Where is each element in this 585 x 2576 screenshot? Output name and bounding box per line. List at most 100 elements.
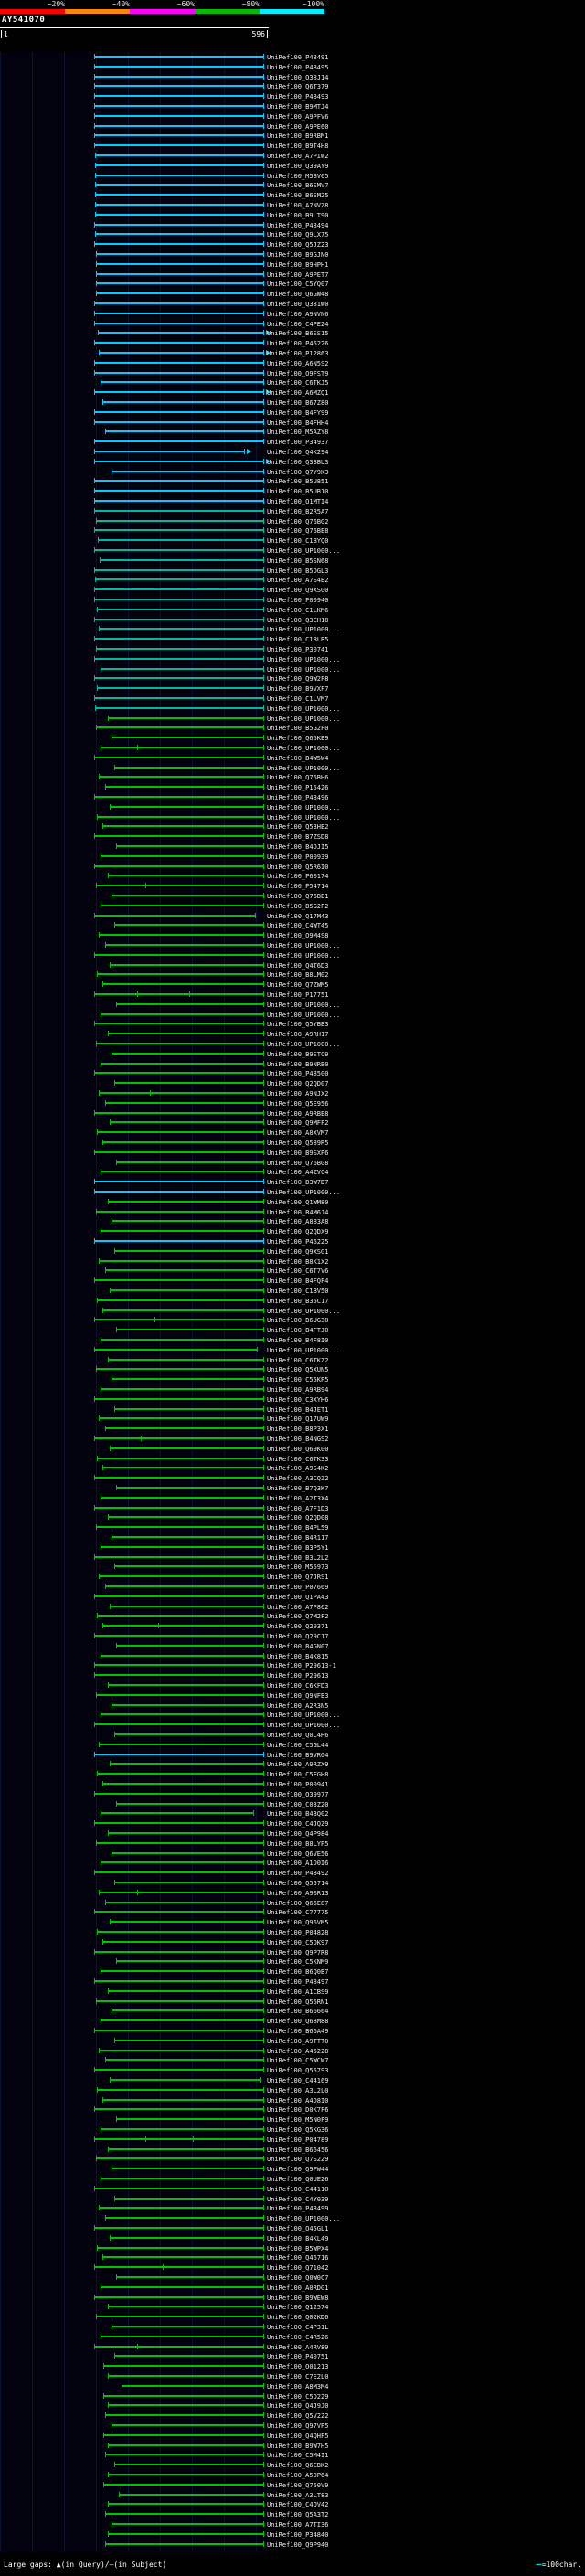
hit-bar[interactable] xyxy=(107,1514,265,1521)
hit-bar[interactable] xyxy=(99,1741,265,1747)
hit-accession-label[interactable]: UniRef100_Q9FST9 xyxy=(267,369,329,377)
hit-bar[interactable] xyxy=(115,1159,265,1165)
hit-accession-label[interactable]: UniRef100_P46226 xyxy=(267,340,329,348)
hit-accession-label[interactable]: UniRef100_P46225 xyxy=(267,1238,329,1246)
hit-accession-label[interactable]: UniRef100_A8B3A8 xyxy=(267,1218,329,1226)
hit-accession-label[interactable]: UniRef100_A6MZQ1 xyxy=(267,389,329,398)
hit-bar[interactable] xyxy=(93,1633,265,1638)
hit-accession-label[interactable]: UniRef100_A9NVN6 xyxy=(267,310,329,318)
hit-bar[interactable] xyxy=(95,162,265,168)
hit-bar[interactable] xyxy=(96,725,265,731)
hit-bar[interactable] xyxy=(93,794,265,800)
hit-bar[interactable] xyxy=(96,270,265,277)
hit-accession-label[interactable]: UniRef100_Q2QDX9 xyxy=(267,1228,329,1236)
hit-accession-label[interactable]: UniRef100_UP1000... xyxy=(267,715,341,723)
hit-bar[interactable] xyxy=(101,2254,265,2261)
hit-accession-label[interactable]: UniRef100_Q7JRS1 xyxy=(267,1574,329,1582)
hit-bar[interactable] xyxy=(101,823,265,830)
hit-bar[interactable] xyxy=(95,231,265,238)
hit-bar[interactable] xyxy=(100,1386,265,1392)
hit-bar[interactable] xyxy=(109,2077,261,2083)
hit-bar[interactable] xyxy=(93,1346,259,1352)
hit-accession-label[interactable]: UniRef100_C6T7V6 xyxy=(267,1267,329,1276)
hit-accession-label[interactable]: UniRef100_Q6CBK2 xyxy=(267,2462,329,2470)
hit-accession-label[interactable]: UniRef100_Q17M43 xyxy=(267,912,329,920)
hit-bar[interactable] xyxy=(107,2373,265,2379)
hit-accession-label[interactable]: UniRef100_UP1000... xyxy=(267,951,341,959)
hit-accession-label[interactable]: UniRef100_P48491 xyxy=(267,54,329,61)
hit-accession-label[interactable]: UniRef100_A0RDG1 xyxy=(267,2284,329,2292)
hit-accession-label[interactable]: UniRef100_A2T3X4 xyxy=(267,1494,329,1502)
hit-bar[interactable] xyxy=(105,942,265,948)
hit-accession-label[interactable]: UniRef100_UP1000... xyxy=(267,547,341,555)
hit-accession-label[interactable]: UniRef100_A9PET7 xyxy=(267,270,329,279)
hit-bar[interactable] xyxy=(100,1860,265,1866)
hit-bar[interactable] xyxy=(100,1810,254,1817)
hit-accession-label[interactable]: UniRef100_Q38J14 xyxy=(267,73,329,81)
hit-bar[interactable] xyxy=(93,2294,265,2300)
hit-bar[interactable] xyxy=(99,557,265,563)
hit-bar[interactable] xyxy=(93,547,265,553)
hit-bar[interactable] xyxy=(109,1761,265,1767)
hit-accession-label[interactable]: UniRef100_Q71042 xyxy=(267,2264,329,2273)
hit-bar[interactable] xyxy=(115,1642,265,1648)
hit-accession-label[interactable]: UniRef100_A7F1D3 xyxy=(267,1504,329,1512)
hit-accession-label[interactable]: UniRef100_B7Q3K7 xyxy=(267,1485,329,1492)
hit-accession-label[interactable]: UniRef100_Q1MTI4 xyxy=(267,498,329,505)
hit-accession-label[interactable]: UniRef100_C4WT45 xyxy=(267,922,329,930)
hit-accession-label[interactable]: UniRef100_A9S4K2 xyxy=(267,1465,329,1473)
hit-bar[interactable] xyxy=(93,93,265,100)
hit-accession-label[interactable]: UniRef100_C5WCW7 xyxy=(267,2057,329,2065)
hit-accession-label[interactable]: UniRef100_Q68M88 xyxy=(267,2018,329,2026)
hit-accession-label[interactable]: UniRef100_UP1000... xyxy=(267,813,341,822)
hit-accession-label[interactable]: UniRef100_P29613-1 xyxy=(267,1662,336,1670)
hit-accession-label[interactable]: UniRef100_P34937 xyxy=(267,439,329,447)
hit-accession-label[interactable]: UniRef100_C4P31L xyxy=(267,2324,329,2331)
hit-accession-label[interactable]: UniRef100_P48500 xyxy=(267,1070,329,1078)
hit-bar[interactable] xyxy=(114,2195,265,2201)
hit-accession-label[interactable]: UniRef100_A7S4B2 xyxy=(267,577,329,585)
hit-bar[interactable] xyxy=(99,774,265,780)
hit-accession-label[interactable]: UniRef100_B67Z80 xyxy=(267,399,329,407)
hit-bar[interactable] xyxy=(93,1553,265,1560)
hit-accession-label[interactable]: UniRef100_C03Z20 xyxy=(267,1800,329,1808)
hit-accession-label[interactable]: UniRef100_B9VXF7 xyxy=(267,685,329,694)
hit-accession-label[interactable]: UniRef100_B3P5Y1 xyxy=(267,1543,329,1552)
hit-bar[interactable] xyxy=(105,2412,265,2419)
hit-accession-label[interactable]: UniRef100_Q0C4H6 xyxy=(267,1732,329,1739)
hit-accession-label[interactable]: UniRef100_B6SMV7 xyxy=(267,182,329,190)
hit-accession-label[interactable]: UniRef100_P48492 xyxy=(267,1870,329,1878)
hit-bar[interactable] xyxy=(100,1337,265,1342)
hit-accession-label[interactable]: UniRef100_UP1000... xyxy=(267,1346,341,1354)
hit-bar[interactable] xyxy=(109,961,265,968)
hit-accession-label[interactable]: UniRef100_Q96VM5 xyxy=(267,1919,329,1927)
hit-bar[interactable] xyxy=(99,1090,265,1096)
hit-bar[interactable] xyxy=(100,1652,265,1659)
hit-bar[interactable] xyxy=(96,2314,265,2320)
hit-accession-label[interactable]: UniRef100_B4M6J4 xyxy=(267,1208,329,1216)
hit-bar[interactable] xyxy=(93,1189,265,1194)
hit-accession-label[interactable]: UniRef100_Q29371 xyxy=(267,1623,329,1631)
hit-bar[interactable] xyxy=(93,498,265,504)
hit-accession-label[interactable]: UniRef100_Q4T6D3 xyxy=(267,961,329,970)
hit-bar[interactable] xyxy=(96,1041,265,1046)
hit-bar[interactable] xyxy=(115,843,265,849)
hit-accession-label[interactable]: UniRef100_Q2QD08 xyxy=(267,1514,329,1522)
hit-bar[interactable] xyxy=(97,685,265,692)
hit-bar[interactable] xyxy=(100,379,265,386)
hit-accession-label[interactable]: UniRef100_P48499 xyxy=(267,2205,329,2213)
hit-bar[interactable] xyxy=(114,922,265,928)
hit-accession-label[interactable]: UniRef100_Q39977 xyxy=(267,1790,329,1798)
hit-accession-label[interactable]: UniRef100_B66A49 xyxy=(267,2028,329,2035)
hit-bar[interactable] xyxy=(111,2324,265,2329)
hit-accession-label[interactable]: UniRef100_Q7Y9K3 xyxy=(267,468,329,476)
hit-bar[interactable] xyxy=(114,2462,265,2468)
hit-accession-label[interactable]: UniRef100_B9WEW8 xyxy=(267,2294,329,2302)
hit-bar[interactable] xyxy=(100,902,265,908)
hit-accession-label[interactable]: UniRef100_B7ZSD8 xyxy=(267,833,329,842)
hit-bar[interactable] xyxy=(96,291,265,297)
hit-bar[interactable] xyxy=(99,1415,265,1422)
hit-bar[interactable] xyxy=(100,2126,265,2132)
hit-bar[interactable] xyxy=(111,893,265,898)
hit-accession-label[interactable]: UniRef100_C5D229 xyxy=(267,2392,329,2401)
